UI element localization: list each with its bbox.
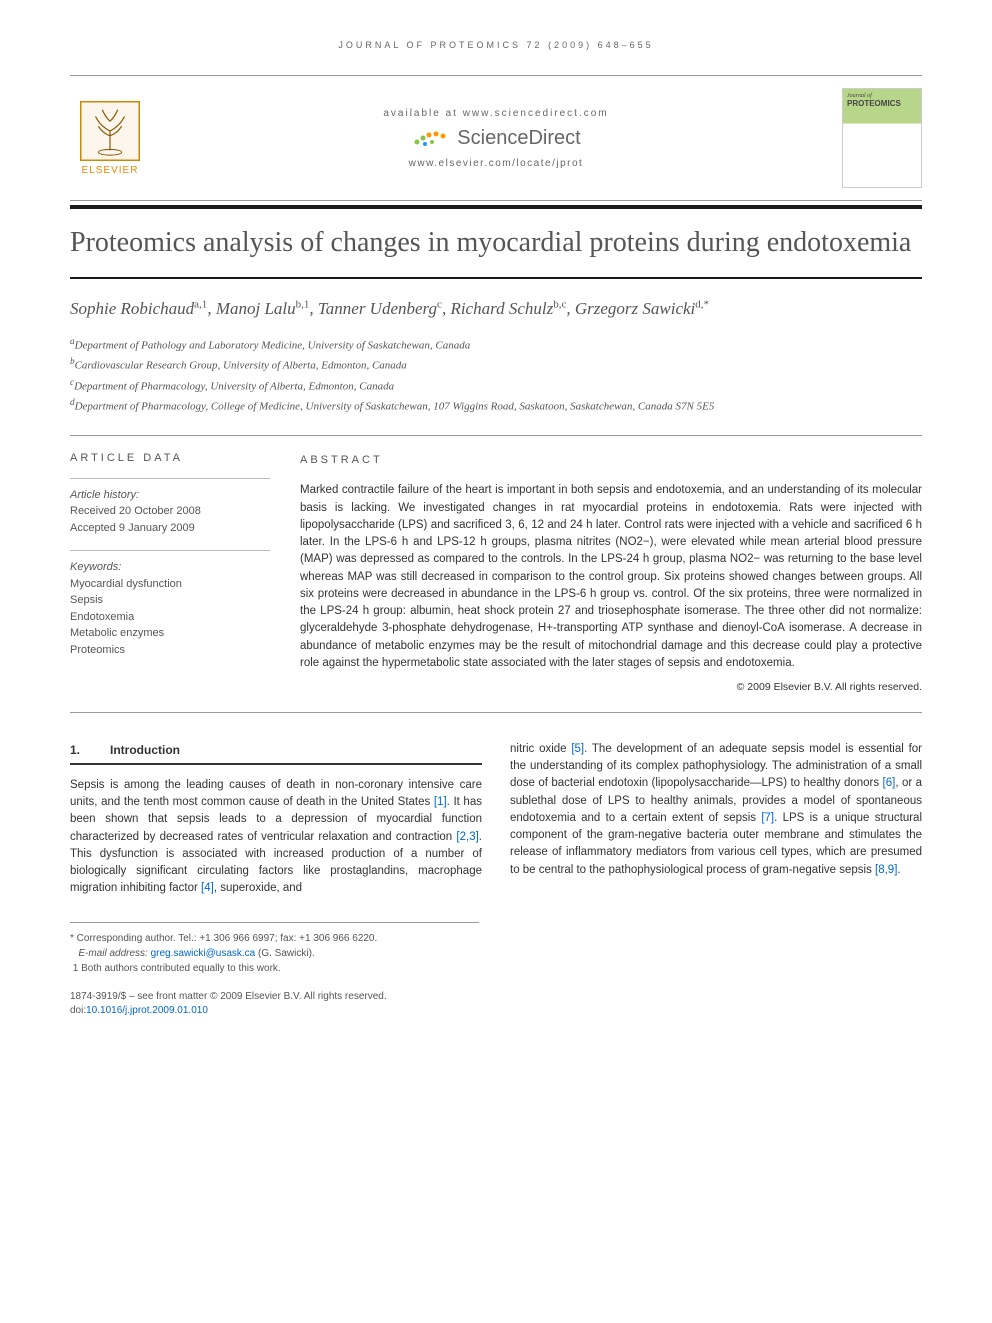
citation-link[interactable]: [4]: [201, 882, 214, 894]
masthead: ELSEVIER available at www.sciencedirect.…: [70, 75, 922, 201]
elsevier-label: ELSEVIER: [82, 165, 139, 176]
elsevier-tree-icon: [80, 101, 140, 161]
citation-link[interactable]: [1]: [434, 796, 447, 808]
keywords-label: Keywords:: [70, 559, 270, 576]
affiliations-list: aDepartment of Pathology and Laboratory …: [70, 335, 922, 415]
sciencedirect-logo: ScienceDirect: [411, 127, 580, 150]
corresponding-email[interactable]: greg.sawicki@usask.ca: [151, 948, 256, 959]
doi-link[interactable]: 10.1016/j.jprot.2009.01.010: [86, 1005, 208, 1016]
received-date: Received 20 October 2008: [70, 503, 270, 520]
sciencedirect-dots-icon: [411, 128, 451, 148]
keywords-block: Keywords: Myocardial dysfunctionSepsisEn…: [70, 550, 270, 658]
keyword-item: Metabolic enzymes: [70, 625, 270, 642]
email-name: (G. Sawicki).: [258, 948, 315, 959]
abstract-text: Marked contractile failure of the heart …: [300, 482, 922, 672]
section-number: 1.: [70, 741, 80, 759]
citation-link[interactable]: [8,9]: [875, 864, 897, 876]
citation-link[interactable]: [5]: [571, 743, 584, 755]
intro-paragraph-right: nitric oxide [5]. The development of an …: [510, 741, 922, 879]
body-column-right: nitric oxide [5]. The development of an …: [510, 741, 922, 898]
affiliation-item: dDepartment of Pharmacology, College of …: [70, 396, 922, 415]
footnotes: * Corresponding author. Tel.: +1 306 966…: [70, 922, 479, 976]
body-column-left: 1. Introduction Sepsis is among the lead…: [70, 741, 482, 898]
sciencedirect-text: ScienceDirect: [457, 127, 580, 150]
corresponding-author-note: * Corresponding author. Tel.: +1 306 966…: [70, 931, 479, 946]
affiliation-item: cDepartment of Pharmacology, University …: [70, 376, 922, 395]
front-matter-line: 1874-3919/$ – see front matter © 2009 El…: [70, 990, 922, 1004]
article-history-block: Article history: Received 20 October 200…: [70, 478, 270, 537]
keyword-item: Myocardial dysfunction: [70, 576, 270, 593]
available-text: available at www.sciencedirect.com: [383, 108, 608, 119]
article-title: Proteomics analysis of changes in myocar…: [70, 211, 922, 275]
title-rule-bottom: [70, 277, 922, 279]
section-title: Introduction: [110, 741, 180, 759]
journal-url: www.elsevier.com/locate/jprot: [409, 158, 584, 169]
authors-list: Sophie Robichauda,1, Manoj Lalub,1, Tann…: [70, 297, 922, 321]
citation-link[interactable]: [7]: [761, 812, 774, 824]
article-data-column: ARTICLE DATA Article history: Received 2…: [70, 452, 270, 696]
affiliation-item: aDepartment of Pathology and Laboratory …: [70, 335, 922, 354]
abstract-heading: ABSTRACT: [300, 452, 922, 469]
title-rule-top: [70, 205, 922, 209]
running-header: JOURNAL OF PROTEOMICS 72 (2009) 648–655: [70, 40, 922, 50]
abstract-column: ABSTRACT Marked contractile failure of t…: [300, 452, 922, 696]
doi-line: doi:10.1016/j.jprot.2009.01.010: [70, 1004, 922, 1018]
email-label: E-mail address:: [78, 948, 147, 959]
bottom-meta: 1874-3919/$ – see front matter © 2009 El…: [70, 990, 922, 1018]
equal-contribution-note: 1 Both authors contributed equally to th…: [70, 961, 479, 976]
citation-link[interactable]: [6]: [883, 777, 896, 789]
cover-title: PROTEOMICS: [847, 99, 917, 108]
email-line: E-mail address: greg.sawicki@usask.ca (G…: [70, 946, 479, 961]
keyword-item: Endotoxemia: [70, 609, 270, 626]
intro-paragraph-left: Sepsis is among the leading causes of de…: [70, 777, 482, 898]
masthead-center: available at www.sciencedirect.com Scien…: [150, 108, 842, 169]
section-heading: 1. Introduction: [70, 741, 482, 765]
body-two-column: 1. Introduction Sepsis is among the lead…: [70, 741, 922, 898]
history-label: Article history:: [70, 487, 270, 504]
elsevier-logo: ELSEVIER: [70, 93, 150, 183]
keyword-item: Sepsis: [70, 592, 270, 609]
accepted-date: Accepted 9 January 2009: [70, 520, 270, 537]
article-data-heading: ARTICLE DATA: [70, 452, 270, 464]
abstract-copyright: © 2009 Elsevier B.V. All rights reserved…: [300, 680, 922, 696]
meta-section: ARTICLE DATA Article history: Received 2…: [70, 435, 922, 713]
affiliation-item: bCardiovascular Research Group, Universi…: [70, 355, 922, 374]
keyword-item: Proteomics: [70, 642, 270, 659]
journal-cover-thumbnail: Journal of PROTEOMICS: [842, 88, 922, 188]
citation-link[interactable]: [2,3]: [456, 831, 478, 843]
